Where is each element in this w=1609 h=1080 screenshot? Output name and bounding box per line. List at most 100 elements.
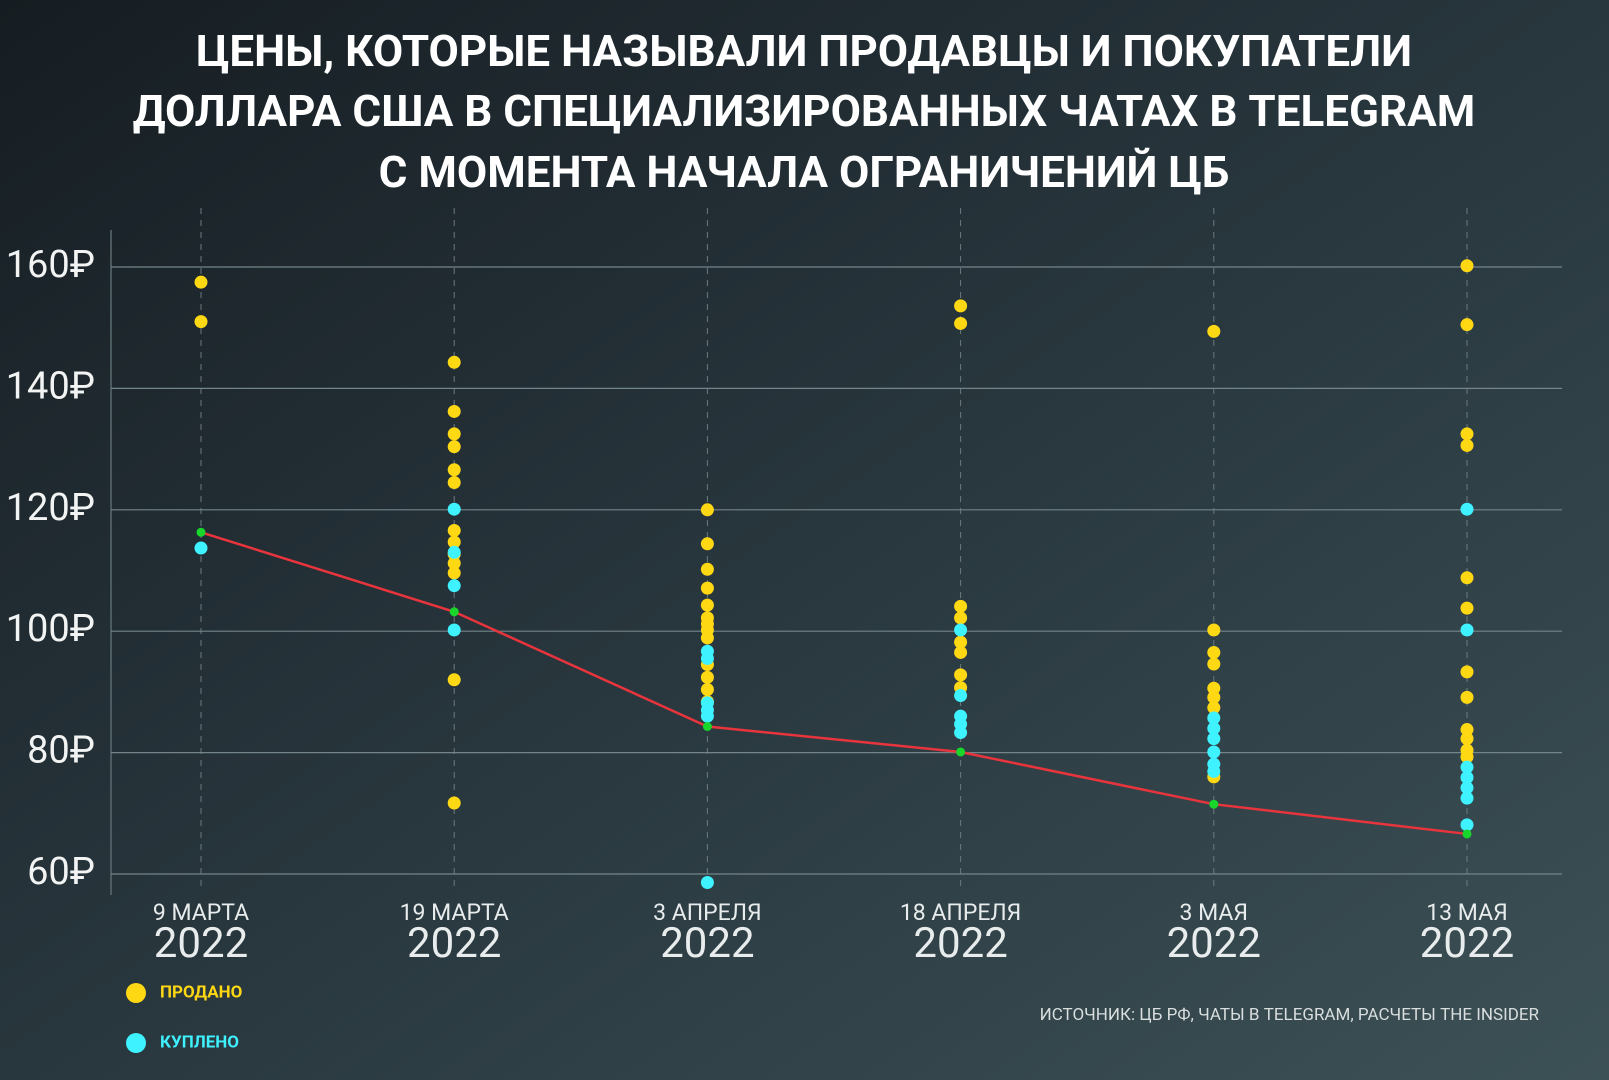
dot xyxy=(1207,732,1221,746)
rate-point xyxy=(1209,799,1219,809)
legend-label: ПРОДАНО xyxy=(160,982,242,1002)
dot xyxy=(954,623,968,637)
dot xyxy=(954,635,968,649)
dot xyxy=(1460,259,1474,273)
dot xyxy=(194,315,208,329)
dot xyxy=(1460,502,1474,516)
dot xyxy=(1460,750,1474,764)
dot xyxy=(1207,711,1221,725)
dot xyxy=(954,689,968,703)
dot xyxy=(447,404,461,418)
dot xyxy=(447,463,461,477)
y-tick-label: 140₽ xyxy=(6,364,95,408)
dot xyxy=(700,682,714,696)
dot xyxy=(954,726,968,740)
y-tick-label: 120₽ xyxy=(6,486,95,530)
y-tick-label: 60₽ xyxy=(27,850,95,894)
dot xyxy=(1207,764,1221,778)
dot xyxy=(954,668,968,682)
dot xyxy=(1460,318,1474,332)
dot xyxy=(447,355,461,369)
dot xyxy=(700,631,714,645)
dot xyxy=(447,502,461,516)
x-tick-label: 13 МАЯ 2022 xyxy=(1420,899,1514,968)
dot xyxy=(1207,324,1221,338)
dot xyxy=(1460,760,1474,774)
y-tick-label: 160₽ xyxy=(6,243,95,287)
source: ИСТОЧНИК: ЦБ РФ, ЧАТЫ В TELEGRAM, РАСЧЕТ… xyxy=(1040,1005,1540,1025)
plot-area: 60₽ 80₽ 100₽ 120₽ 140₽ 160₽ 9 МАРТА 2022 19 МАРТ… xyxy=(6,208,1562,1053)
legend-marker xyxy=(126,983,146,1003)
dot xyxy=(447,545,461,559)
dot xyxy=(1207,623,1221,637)
dot xyxy=(1460,770,1474,784)
dot xyxy=(1207,701,1221,715)
rate-point xyxy=(196,527,206,537)
dot xyxy=(447,796,461,810)
dot xyxy=(700,598,714,612)
dot xyxy=(1207,745,1221,759)
dot xyxy=(1460,791,1474,805)
dot xyxy=(194,541,208,555)
x-tick-label: 3 МАЯ 2022 xyxy=(1167,899,1261,968)
x-tick-label: 9 МАРТА 2022 xyxy=(153,899,249,968)
x-tick-label: 18 АПРЕЛЯ 2022 xyxy=(900,899,1021,968)
dot xyxy=(954,611,968,625)
dot xyxy=(194,275,208,289)
rate-line xyxy=(200,531,1468,836)
dot xyxy=(447,579,461,593)
x-tick-label: 19 МАРТА 2022 xyxy=(400,899,509,968)
chart-title: ЦЕНЫ, КОТОРЫЕ НАЗЫВАЛИ ПРОДАВЦЫ И ПОКУПА… xyxy=(196,25,1412,77)
dot xyxy=(1207,681,1221,695)
dot xyxy=(447,556,461,570)
dot xyxy=(954,316,968,330)
dot xyxy=(447,475,461,489)
dot xyxy=(447,566,461,580)
dot xyxy=(1460,690,1474,704)
dot xyxy=(700,670,714,684)
dot xyxy=(447,623,461,637)
dot xyxy=(447,673,461,687)
dot xyxy=(1460,427,1474,441)
dot xyxy=(1460,601,1474,615)
dot xyxy=(447,535,461,549)
dot xyxy=(1460,438,1474,452)
dot xyxy=(1460,723,1474,737)
dot xyxy=(1460,732,1474,746)
dot xyxy=(1460,781,1474,795)
dot xyxy=(1207,721,1221,735)
dot xyxy=(954,599,968,613)
legend-marker xyxy=(126,1033,146,1053)
chart-title: С МОМЕНТА НАЧАЛА ОГРАНИЧЕНИЙ ЦБ xyxy=(379,146,1230,198)
rate-point xyxy=(449,607,459,617)
y-tick-label: 80₽ xyxy=(27,729,95,773)
dot xyxy=(1207,690,1221,704)
dot xyxy=(1460,623,1474,637)
dot xyxy=(700,875,714,889)
y-tick-label: 100₽ xyxy=(6,607,95,651)
dot xyxy=(700,562,714,576)
dot xyxy=(700,503,714,517)
dot xyxy=(700,581,714,595)
dot xyxy=(447,523,461,537)
dot xyxy=(1207,645,1221,659)
dot xyxy=(700,709,714,723)
dot xyxy=(447,440,461,454)
dot xyxy=(1207,657,1221,671)
rate-point xyxy=(702,721,712,731)
dot xyxy=(700,652,714,666)
rate-point xyxy=(956,747,966,757)
dot xyxy=(447,427,461,441)
rate-point xyxy=(1462,829,1472,839)
legend-label: КУПЛЕНО xyxy=(160,1032,239,1052)
dot xyxy=(1460,818,1474,832)
dot xyxy=(700,537,714,551)
dot xyxy=(1460,571,1474,585)
dot xyxy=(954,299,968,313)
dot xyxy=(954,645,968,659)
dot xyxy=(1460,665,1474,679)
chart-title: ДОЛЛАРА США В СПЕЦИАЛИЗИРОВАННЫХ ЧАТАХ В… xyxy=(133,85,1476,137)
